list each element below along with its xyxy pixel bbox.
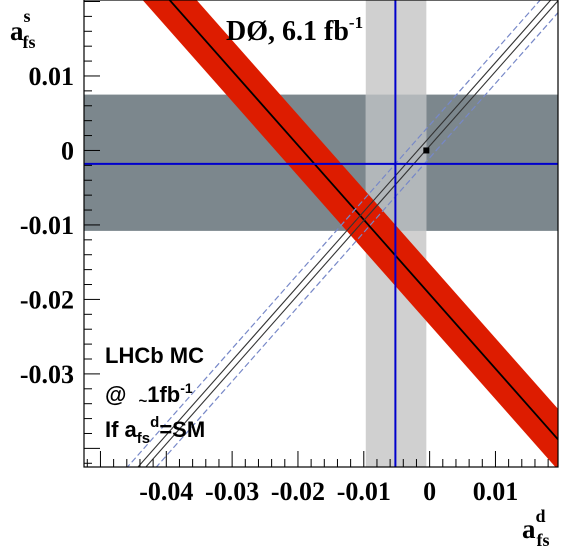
annotation-line1: LHCb MC — [105, 343, 204, 368]
y-axis-label: as fs — [10, 6, 36, 52]
annotation-line3: If afsd=SM — [105, 414, 205, 447]
x-axis-label-sup: d — [536, 506, 546, 526]
chart-title-sup: -1 — [349, 13, 363, 32]
x-tick-label: 0.01 — [473, 477, 519, 506]
x-axis-label-sub: fs — [537, 530, 550, 550]
diagonal-band-center-line — [168, 0, 558, 441]
x-tick-label: -0.02 — [271, 477, 325, 506]
bands-layer — [84, 0, 558, 467]
annotation-if: If a — [105, 417, 138, 442]
sm-point — [423, 147, 430, 154]
annotation-sup: d — [150, 414, 159, 431]
y-tick-label: 0 — [61, 136, 74, 165]
chart-title-main: DØ, 6.1 fb — [226, 16, 349, 47]
y-axis-label-sub: fs — [23, 32, 36, 52]
annotation-lumi-sup: -1 — [180, 380, 193, 396]
y-axis-label-main: a — [10, 16, 24, 46]
x-tick-label: -0.03 — [205, 477, 259, 506]
x-tick-label: -0.01 — [337, 477, 391, 506]
annotation-eq: =SM — [159, 417, 205, 442]
plot-background — [84, 0, 558, 467]
annotation-lumi: 1fb — [147, 382, 180, 407]
x-tick-label: 0 — [423, 477, 436, 506]
plot-frame — [83, 0, 559, 468]
y-tick-label: 0.01 — [29, 62, 75, 91]
annotation-sub: fs — [137, 430, 150, 447]
y-axis-label-sup: s — [24, 6, 31, 26]
annotation-line2: @ ~1fb-1 — [105, 380, 193, 410]
annotation-tilde: ~ — [138, 393, 147, 410]
lhcb-solid-line-1 — [145, 0, 558, 467]
y-tick-label: -0.03 — [20, 360, 74, 389]
y-tick-labels: 0.01 0 -0.01 -0.02 -0.03 — [20, 62, 74, 389]
x-tick-label: -0.04 — [139, 477, 193, 506]
lhcb-solid-line-2 — [137, 0, 552, 467]
annotation: LHCb MC @ ~1fb-1 If afsd=SM — [105, 343, 205, 447]
y-tick-label: -0.01 — [20, 211, 74, 240]
lhcb-dashed-line-2 — [126, 0, 542, 467]
tick-marks — [84, 0, 549, 467]
x-tick-labels: -0.04 -0.03 -0.02 -0.01 0 0.01 — [139, 477, 518, 506]
chart-title: DØ, 6.1 fb-1 — [226, 13, 363, 47]
annotation-at: @ — [105, 382, 126, 407]
x-axis-label: ad fs — [522, 506, 550, 550]
x-axis-label-main: a — [522, 514, 536, 544]
diagonal-band — [142, 0, 558, 467]
lhcb-dashed-line-1 — [155, 12, 558, 467]
y-tick-label: -0.02 — [20, 285, 74, 314]
plot-area — [83, 0, 559, 468]
